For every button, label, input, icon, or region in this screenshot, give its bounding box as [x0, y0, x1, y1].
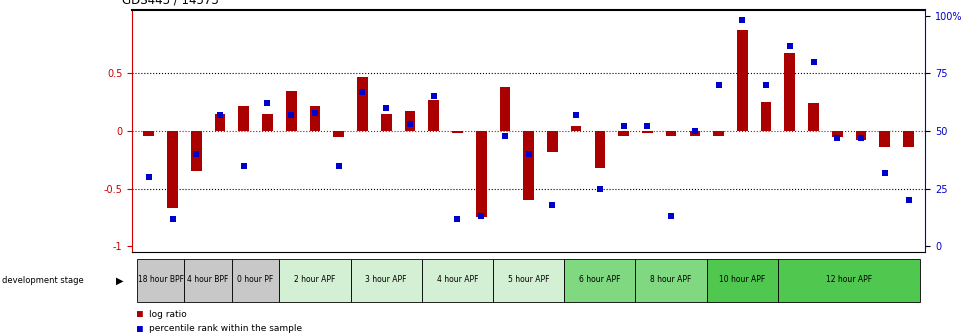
Text: 3 hour APF: 3 hour APF [365, 275, 407, 284]
Point [449, 216, 465, 221]
FancyBboxPatch shape [635, 259, 706, 302]
Bar [713, 131, 723, 136]
Point [639, 124, 654, 129]
Bar [452, 131, 463, 133]
Bar [689, 131, 699, 136]
Bar [380, 114, 391, 131]
Point [710, 82, 726, 88]
Point [805, 59, 821, 65]
Point [472, 214, 488, 219]
Point [497, 133, 512, 138]
FancyBboxPatch shape [563, 259, 635, 302]
Point [188, 152, 203, 157]
Bar [570, 126, 581, 131]
Text: log ratio: log ratio [149, 310, 187, 319]
FancyBboxPatch shape [279, 259, 350, 302]
Bar [404, 112, 415, 131]
Bar [262, 114, 273, 131]
Bar [191, 131, 201, 171]
Bar [475, 131, 486, 217]
Text: 6 hour APF: 6 hour APF [579, 275, 620, 284]
Point [378, 105, 393, 111]
Point [781, 43, 797, 48]
Point [402, 121, 418, 127]
Bar [499, 87, 510, 131]
Point [758, 82, 774, 88]
Bar [783, 53, 794, 131]
Point [283, 112, 298, 118]
Point [544, 202, 559, 207]
Point [568, 112, 584, 118]
Point [828, 135, 844, 141]
Point [592, 186, 607, 191]
Text: 4 hour APF: 4 hour APF [436, 275, 477, 284]
Bar [547, 131, 557, 152]
Bar [831, 131, 842, 137]
Point [354, 89, 370, 94]
Text: ■: ■ [137, 309, 143, 319]
Bar [523, 131, 533, 200]
Bar [642, 131, 652, 133]
Bar [855, 131, 866, 140]
Point [663, 214, 679, 219]
Point [212, 112, 228, 118]
Point [425, 94, 441, 99]
Bar [665, 131, 676, 136]
Point [853, 135, 868, 141]
Point [900, 198, 915, 203]
Bar [808, 103, 818, 131]
Point [876, 170, 892, 175]
Bar [309, 106, 320, 131]
Bar [594, 131, 604, 168]
FancyBboxPatch shape [706, 259, 778, 302]
Text: percentile rank within the sample: percentile rank within the sample [149, 324, 301, 333]
Text: 8 hour APF: 8 hour APF [649, 275, 691, 284]
Point [259, 101, 275, 106]
Bar [736, 30, 747, 131]
Bar [214, 114, 225, 131]
Point [520, 152, 536, 157]
Bar [878, 131, 889, 147]
Text: 12 hour APF: 12 hour APF [825, 275, 871, 284]
Text: 2 hour APF: 2 hour APF [294, 275, 335, 284]
Point [615, 124, 631, 129]
Point [734, 18, 749, 23]
FancyBboxPatch shape [184, 259, 232, 302]
Text: 4 hour BPF: 4 hour BPF [187, 275, 229, 284]
Point [164, 216, 180, 221]
Bar [239, 106, 248, 131]
Point [687, 128, 702, 134]
Bar [144, 131, 154, 136]
Bar [618, 131, 628, 136]
FancyBboxPatch shape [232, 259, 279, 302]
Text: GDS443 / 14573: GDS443 / 14573 [122, 0, 219, 7]
Bar [428, 100, 438, 131]
Text: development stage: development stage [2, 276, 84, 285]
FancyBboxPatch shape [778, 259, 919, 302]
Text: ■: ■ [137, 324, 143, 334]
Point [141, 174, 156, 180]
Text: ▶: ▶ [115, 276, 123, 286]
Bar [903, 131, 912, 147]
Bar [333, 131, 343, 137]
FancyBboxPatch shape [422, 259, 493, 302]
Text: 0 hour PF: 0 hour PF [238, 275, 274, 284]
Point [307, 110, 323, 115]
FancyBboxPatch shape [350, 259, 422, 302]
Text: 5 hour APF: 5 hour APF [508, 275, 549, 284]
Text: 18 hour BPF: 18 hour BPF [138, 275, 184, 284]
Point [331, 163, 346, 168]
Bar [357, 77, 368, 131]
FancyBboxPatch shape [137, 259, 184, 302]
Text: 10 hour APF: 10 hour APF [719, 275, 765, 284]
Bar [286, 91, 296, 131]
Bar [760, 102, 771, 131]
FancyBboxPatch shape [493, 259, 563, 302]
Bar [167, 131, 178, 208]
Point [236, 163, 251, 168]
